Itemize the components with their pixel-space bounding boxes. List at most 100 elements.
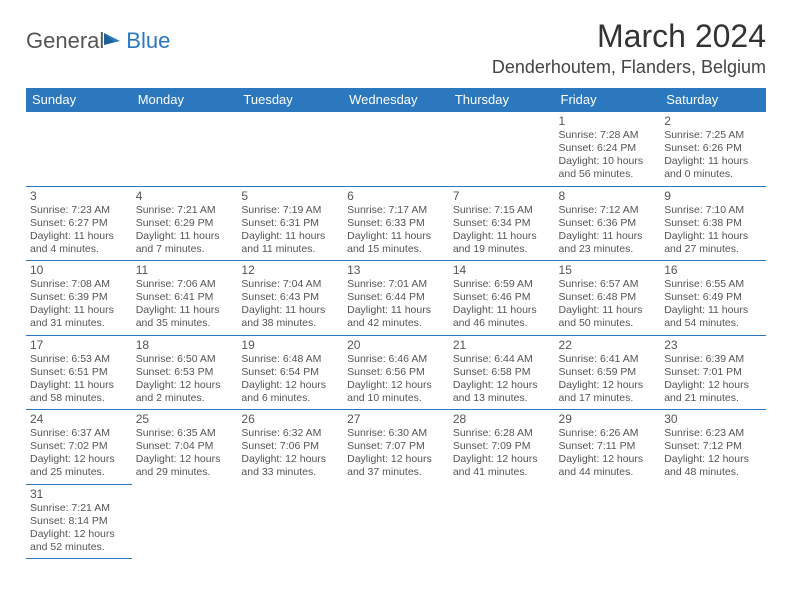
day-info: Sunrise: 7:21 AMSunset: 6:29 PMDaylight:… — [136, 204, 234, 257]
calendar-day-cell: 10Sunrise: 7:08 AMSunset: 6:39 PMDayligh… — [26, 261, 132, 336]
calendar-week-row: 3Sunrise: 7:23 AMSunset: 6:27 PMDaylight… — [26, 186, 766, 261]
calendar-week-row: 31Sunrise: 7:21 AMSunset: 8:14 PMDayligh… — [26, 484, 766, 559]
calendar-week-row: 1Sunrise: 7:28 AMSunset: 6:24 PMDaylight… — [26, 112, 766, 187]
sunset-text: Sunset: 6:26 PM — [664, 142, 762, 155]
calendar-day-cell: 7Sunrise: 7:15 AMSunset: 6:34 PMDaylight… — [449, 186, 555, 261]
sunset-text: Sunset: 7:01 PM — [664, 366, 762, 379]
sunset-text: Sunset: 6:44 PM — [347, 291, 445, 304]
sunset-text: Sunset: 6:43 PM — [241, 291, 339, 304]
daylight-text: Daylight: 11 hours and 46 minutes. — [453, 304, 551, 330]
daylight-text: Daylight: 11 hours and 11 minutes. — [241, 230, 339, 256]
sunrise-text: Sunrise: 6:30 AM — [347, 427, 445, 440]
day-info: Sunrise: 6:57 AMSunset: 6:48 PMDaylight:… — [559, 278, 657, 331]
day-number: 20 — [347, 338, 445, 352]
day-number: 27 — [347, 412, 445, 426]
day-number: 19 — [241, 338, 339, 352]
brand-part1: General — [26, 28, 104, 54]
sunset-text: Sunset: 6:38 PM — [664, 217, 762, 230]
daylight-text: Daylight: 11 hours and 4 minutes. — [30, 230, 128, 256]
daylight-text: Daylight: 12 hours and 52 minutes. — [30, 528, 128, 554]
sunrise-text: Sunrise: 7:15 AM — [453, 204, 551, 217]
daylight-text: Daylight: 12 hours and 13 minutes. — [453, 379, 551, 405]
day-info: Sunrise: 7:10 AMSunset: 6:38 PMDaylight:… — [664, 204, 762, 257]
day-info: Sunrise: 6:39 AMSunset: 7:01 PMDaylight:… — [664, 353, 762, 406]
daylight-text: Daylight: 12 hours and 17 minutes. — [559, 379, 657, 405]
day-number: 11 — [136, 263, 234, 277]
day-number: 1 — [559, 114, 657, 128]
daylight-text: Daylight: 11 hours and 27 minutes. — [664, 230, 762, 256]
day-info: Sunrise: 7:04 AMSunset: 6:43 PMDaylight:… — [241, 278, 339, 331]
daylight-text: Daylight: 11 hours and 54 minutes. — [664, 304, 762, 330]
sunrise-text: Sunrise: 7:21 AM — [136, 204, 234, 217]
day-info: Sunrise: 7:15 AMSunset: 6:34 PMDaylight:… — [453, 204, 551, 257]
day-number: 17 — [30, 338, 128, 352]
sunrise-text: Sunrise: 6:39 AM — [664, 353, 762, 366]
calendar-day-cell: 19Sunrise: 6:48 AMSunset: 6:54 PMDayligh… — [237, 335, 343, 410]
day-info: Sunrise: 6:50 AMSunset: 6:53 PMDaylight:… — [136, 353, 234, 406]
day-info: Sunrise: 7:21 AMSunset: 8:14 PMDaylight:… — [30, 502, 128, 555]
day-number: 25 — [136, 412, 234, 426]
daylight-text: Daylight: 12 hours and 2 minutes. — [136, 379, 234, 405]
day-number: 15 — [559, 263, 657, 277]
daylight-text: Daylight: 12 hours and 10 minutes. — [347, 379, 445, 405]
sunset-text: Sunset: 6:36 PM — [559, 217, 657, 230]
calendar-day-cell: 13Sunrise: 7:01 AMSunset: 6:44 PMDayligh… — [343, 261, 449, 336]
sunset-text: Sunset: 8:14 PM — [30, 515, 128, 528]
sunrise-text: Sunrise: 6:32 AM — [241, 427, 339, 440]
day-info: Sunrise: 6:32 AMSunset: 7:06 PMDaylight:… — [241, 427, 339, 480]
day-number: 9 — [664, 189, 762, 203]
day-number: 18 — [136, 338, 234, 352]
sunrise-text: Sunrise: 7:28 AM — [559, 129, 657, 142]
calendar-day-cell: 29Sunrise: 6:26 AMSunset: 7:11 PMDayligh… — [555, 410, 661, 485]
calendar-day-cell: 1Sunrise: 7:28 AMSunset: 6:24 PMDaylight… — [555, 112, 661, 187]
calendar-day-cell: 18Sunrise: 6:50 AMSunset: 6:53 PMDayligh… — [132, 335, 238, 410]
weekday-header: Friday — [555, 88, 661, 112]
calendar-day-cell: 12Sunrise: 7:04 AMSunset: 6:43 PMDayligh… — [237, 261, 343, 336]
calendar-empty-cell — [555, 484, 661, 559]
day-number: 22 — [559, 338, 657, 352]
calendar-empty-cell — [449, 484, 555, 559]
sunrise-text: Sunrise: 6:37 AM — [30, 427, 128, 440]
sunset-text: Sunset: 7:09 PM — [453, 440, 551, 453]
day-info: Sunrise: 7:19 AMSunset: 6:31 PMDaylight:… — [241, 204, 339, 257]
calendar-header-row: SundayMondayTuesdayWednesdayThursdayFrid… — [26, 88, 766, 112]
daylight-text: Daylight: 12 hours and 41 minutes. — [453, 453, 551, 479]
calendar-day-cell: 8Sunrise: 7:12 AMSunset: 6:36 PMDaylight… — [555, 186, 661, 261]
day-info: Sunrise: 6:23 AMSunset: 7:12 PMDaylight:… — [664, 427, 762, 480]
calendar-empty-cell — [449, 112, 555, 187]
sunset-text: Sunset: 7:07 PM — [347, 440, 445, 453]
sunset-text: Sunset: 6:41 PM — [136, 291, 234, 304]
title-block: March 2024 Denderhoutem, Flanders, Belgi… — [492, 18, 766, 78]
sunrise-text: Sunrise: 6:35 AM — [136, 427, 234, 440]
calendar-day-cell: 5Sunrise: 7:19 AMSunset: 6:31 PMDaylight… — [237, 186, 343, 261]
day-info: Sunrise: 7:25 AMSunset: 6:26 PMDaylight:… — [664, 129, 762, 182]
weekday-header: Thursday — [449, 88, 555, 112]
daylight-text: Daylight: 12 hours and 37 minutes. — [347, 453, 445, 479]
daylight-text: Daylight: 11 hours and 38 minutes. — [241, 304, 339, 330]
sunrise-text: Sunrise: 6:23 AM — [664, 427, 762, 440]
daylight-text: Daylight: 11 hours and 7 minutes. — [136, 230, 234, 256]
sunrise-text: Sunrise: 6:53 AM — [30, 353, 128, 366]
day-info: Sunrise: 7:01 AMSunset: 6:44 PMDaylight:… — [347, 278, 445, 331]
calendar-day-cell: 24Sunrise: 6:37 AMSunset: 7:02 PMDayligh… — [26, 410, 132, 485]
day-info: Sunrise: 7:06 AMSunset: 6:41 PMDaylight:… — [136, 278, 234, 331]
calendar-day-cell: 22Sunrise: 6:41 AMSunset: 6:59 PMDayligh… — [555, 335, 661, 410]
sunset-text: Sunset: 6:48 PM — [559, 291, 657, 304]
sunset-text: Sunset: 6:27 PM — [30, 217, 128, 230]
calendar-empty-cell — [343, 484, 449, 559]
daylight-text: Daylight: 12 hours and 33 minutes. — [241, 453, 339, 479]
weekday-header: Wednesday — [343, 88, 449, 112]
logo-flag-icon — [102, 31, 124, 51]
calendar-day-cell: 27Sunrise: 6:30 AMSunset: 7:07 PMDayligh… — [343, 410, 449, 485]
daylight-text: Daylight: 11 hours and 50 minutes. — [559, 304, 657, 330]
day-info: Sunrise: 7:28 AMSunset: 6:24 PMDaylight:… — [559, 129, 657, 182]
sunset-text: Sunset: 6:49 PM — [664, 291, 762, 304]
sunset-text: Sunset: 6:24 PM — [559, 142, 657, 155]
day-info: Sunrise: 6:48 AMSunset: 6:54 PMDaylight:… — [241, 353, 339, 406]
calendar-empty-cell — [343, 112, 449, 187]
day-number: 8 — [559, 189, 657, 203]
calendar-empty-cell — [132, 112, 238, 187]
sunrise-text: Sunrise: 7:21 AM — [30, 502, 128, 515]
day-number: 23 — [664, 338, 762, 352]
day-number: 31 — [30, 487, 128, 501]
